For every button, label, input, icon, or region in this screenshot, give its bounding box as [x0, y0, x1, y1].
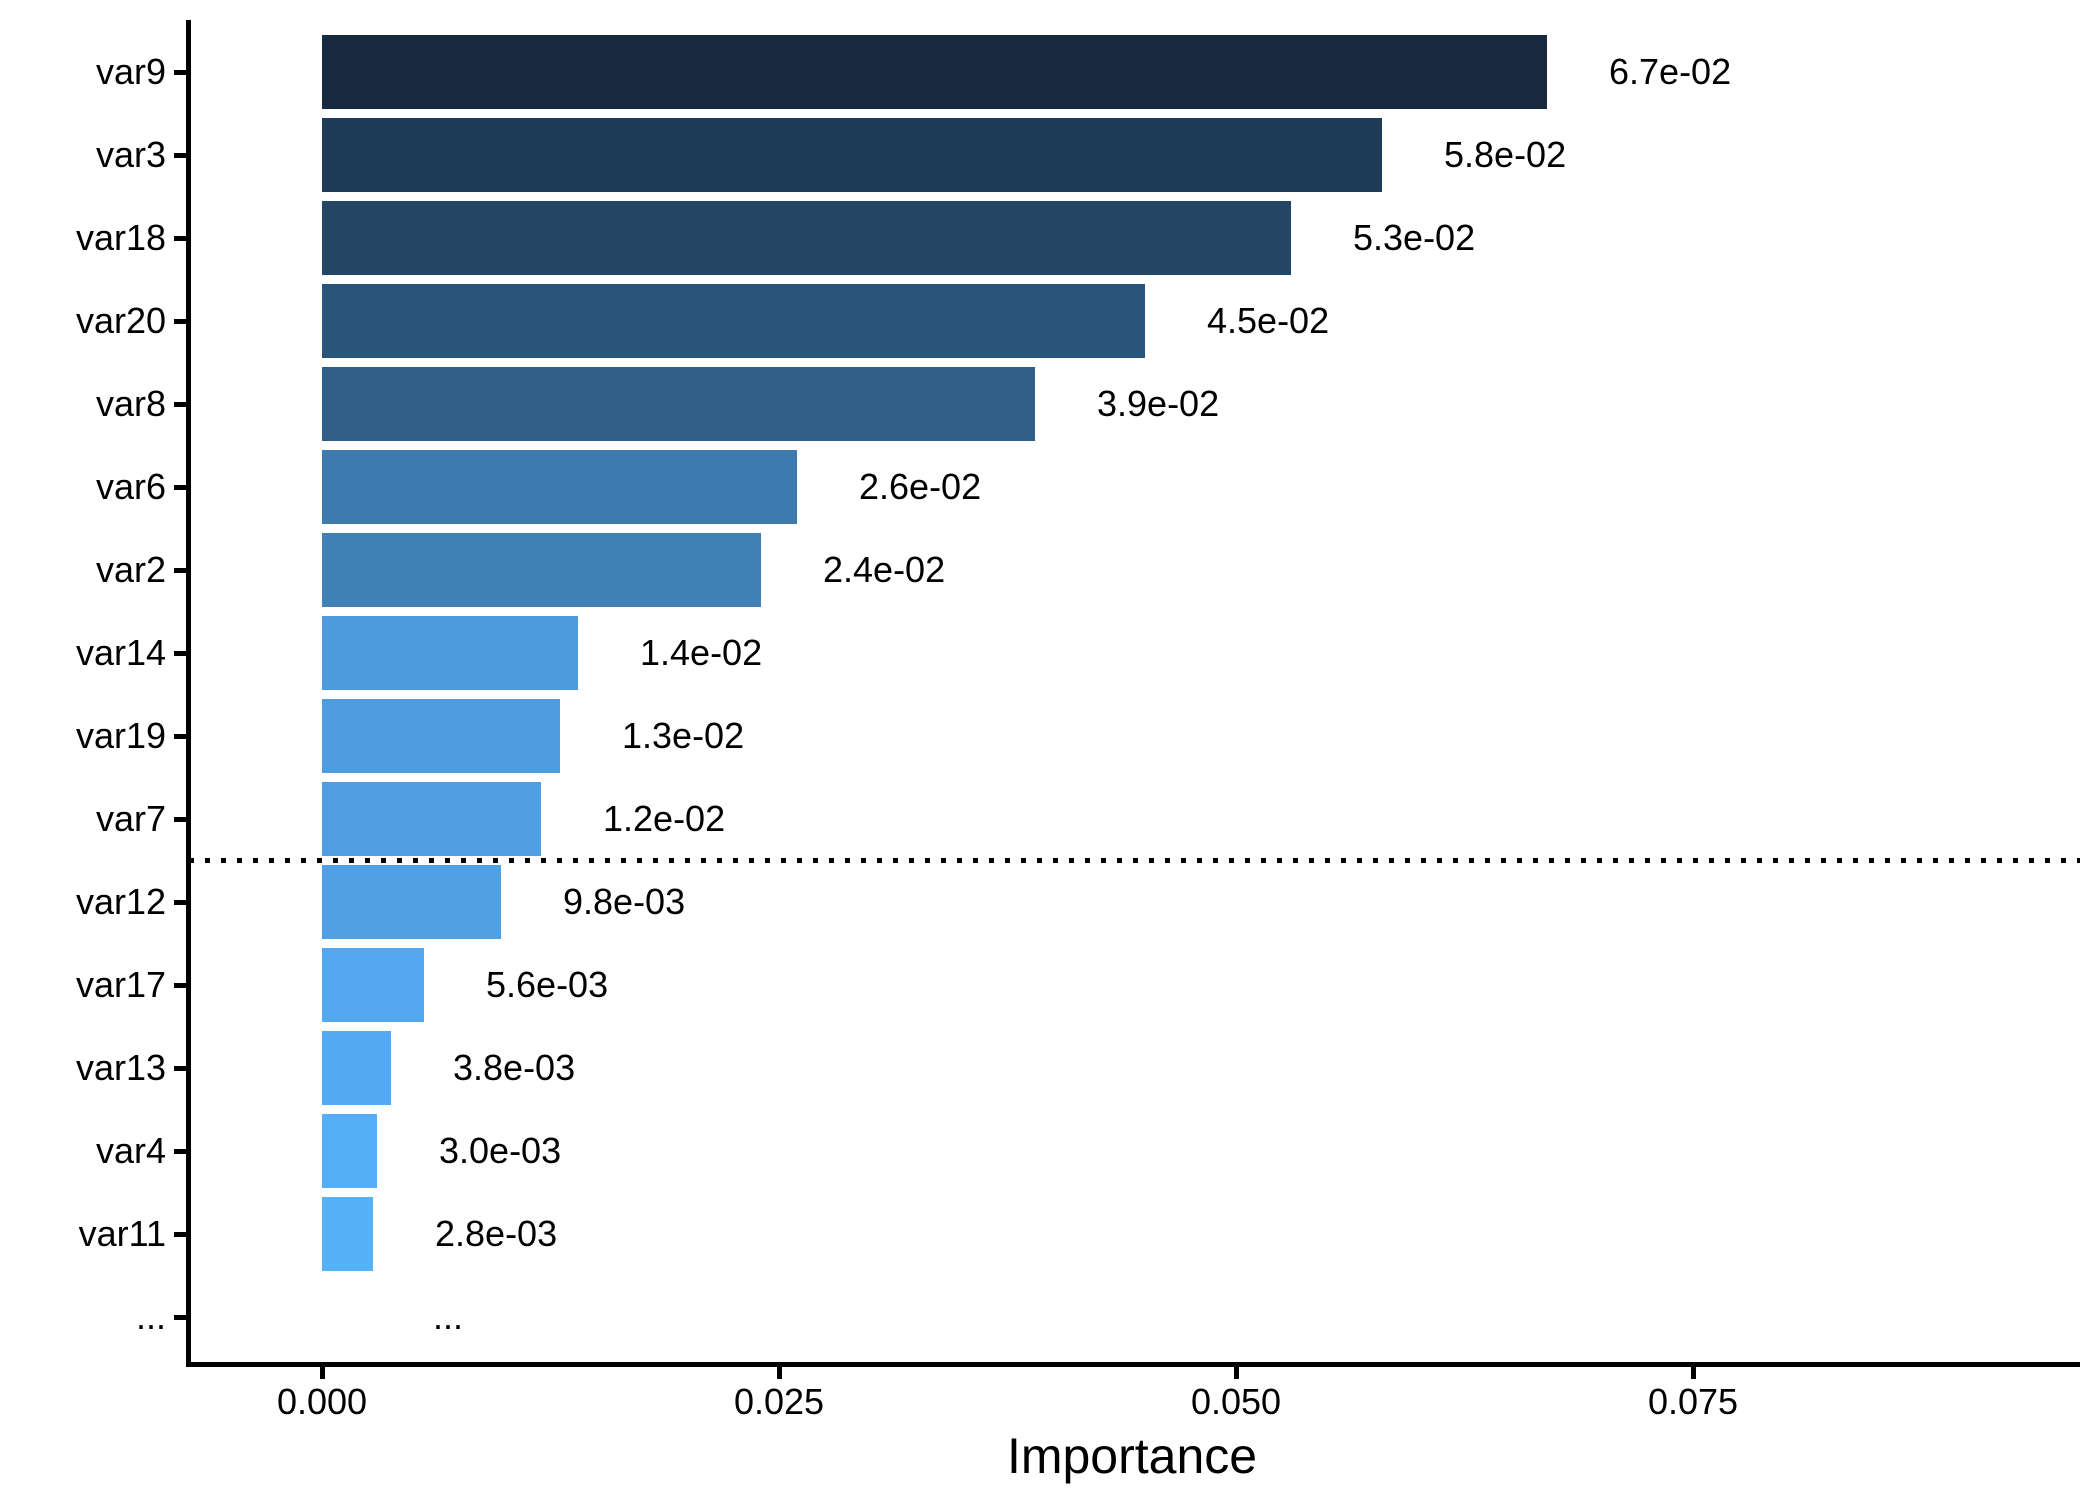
x-axis-title: Importance [1006, 1428, 1258, 1484]
value-label-var17: 5.6e-03 [486, 964, 609, 1005]
category-label-var9: var9 [95, 51, 166, 92]
y-tick-var9 [174, 70, 186, 75]
value-label-var12: 9.8e-03 [563, 881, 686, 922]
bar-var17 [322, 948, 424, 1022]
value-label-var4: 3.0e-03 [439, 1130, 562, 1171]
bar-var3 [322, 118, 1382, 192]
value-label-var13: 3.8e-03 [453, 1047, 576, 1088]
y-tick-var8 [174, 402, 186, 407]
y-tick-var17 [174, 983, 186, 988]
category-label-...: ... [135, 1296, 166, 1337]
x-tick-label-0.000: 0.000 [276, 1381, 368, 1422]
y-tick-var12 [174, 900, 186, 905]
category-label-var13: var13 [75, 1047, 166, 1088]
category-label-var2: var2 [95, 549, 166, 590]
value-label-...: ... [433, 1296, 464, 1337]
x-tick-0.000 [320, 1367, 325, 1379]
category-label-var6: var6 [95, 466, 166, 507]
y-tick-var3 [174, 153, 186, 158]
y-tick-var2 [174, 568, 186, 573]
x-tick-0.075 [1691, 1367, 1696, 1379]
value-label-var9: 6.7e-02 [1609, 51, 1732, 92]
x-tick-0.025 [777, 1367, 782, 1379]
bar-var18 [322, 201, 1291, 275]
category-label-var4: var4 [95, 1130, 166, 1171]
bar-var12 [322, 865, 501, 939]
value-label-var6: 2.6e-02 [859, 466, 982, 507]
y-tick-var7 [174, 817, 186, 822]
value-label-var3: 5.8e-02 [1444, 134, 1567, 175]
category-label-var14: var14 [75, 632, 166, 673]
y-axis-line [186, 20, 191, 1367]
value-label-var18: 5.3e-02 [1353, 217, 1476, 258]
bar-var7 [322, 782, 541, 856]
bar-var14 [322, 616, 578, 690]
bar-var4 [322, 1114, 377, 1188]
bar-var20 [322, 284, 1145, 358]
value-label-var8: 3.9e-02 [1097, 383, 1220, 424]
bar-var8 [322, 367, 1035, 441]
value-label-var20: 4.5e-02 [1207, 300, 1330, 341]
y-tick-var4 [174, 1149, 186, 1154]
y-tick-var19 [174, 734, 186, 739]
bar-var11 [322, 1197, 373, 1271]
bar-var2 [322, 533, 761, 607]
category-label-var12: var12 [75, 881, 166, 922]
y-tick-var18 [174, 236, 186, 241]
bar-var6 [322, 450, 797, 524]
category-label-var11: var11 [78, 1213, 166, 1254]
category-label-var17: var17 [75, 964, 166, 1005]
bar-var13 [322, 1031, 391, 1105]
x-tick-label-0.075: 0.075 [1647, 1381, 1739, 1422]
y-tick-var14 [174, 651, 186, 656]
bar-var19 [322, 699, 560, 773]
x-tick-0.050 [1234, 1367, 1239, 1379]
x-tick-label-0.025: 0.025 [733, 1381, 825, 1422]
x-axis-line [186, 1362, 2080, 1367]
x-tick-label-0.050: 0.050 [1190, 1381, 1282, 1422]
value-label-var14: 1.4e-02 [640, 632, 763, 673]
cutoff-dotted-line [189, 858, 2080, 863]
y-tick-... [174, 1315, 186, 1320]
value-label-var19: 1.3e-02 [622, 715, 745, 756]
category-label-var19: var19 [75, 715, 166, 756]
category-label-var20: var20 [75, 300, 166, 341]
value-label-var11: 2.8e-03 [435, 1213, 558, 1254]
value-label-var2: 2.4e-02 [823, 549, 946, 590]
value-label-var7: 1.2e-02 [603, 798, 726, 839]
category-label-var3: var3 [95, 134, 166, 175]
bar-var9 [322, 35, 1547, 109]
y-tick-var13 [174, 1066, 186, 1071]
category-label-var7: var7 [95, 798, 166, 839]
category-label-var18: var18 [75, 217, 166, 258]
y-tick-var20 [174, 319, 186, 324]
y-tick-var6 [174, 485, 186, 490]
y-tick-var11 [174, 1232, 186, 1237]
category-label-var8: var8 [95, 383, 166, 424]
